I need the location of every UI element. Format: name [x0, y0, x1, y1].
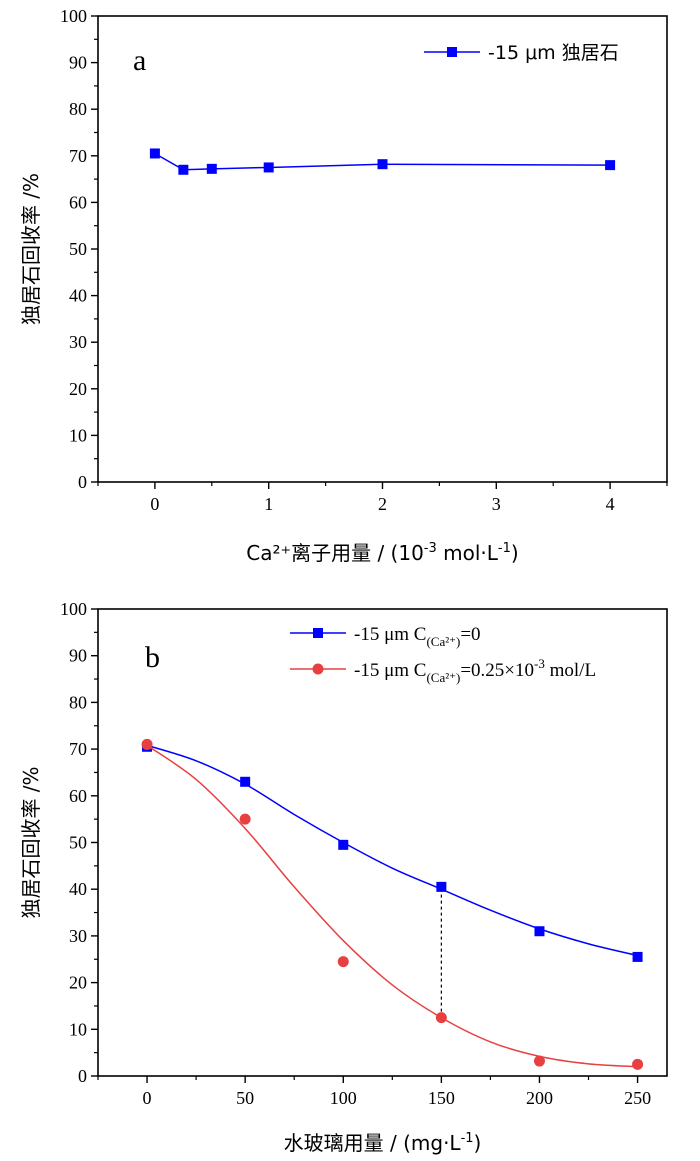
legend-marker: [447, 47, 457, 57]
data-point: [632, 951, 643, 962]
y-tick-label: 60: [69, 192, 87, 212]
data-point: [534, 926, 545, 937]
x-axis-label: Ca²⁺离子用量 / (10-3 mol·L-1): [246, 541, 518, 565]
y-tick-label: 80: [69, 692, 87, 712]
y-tick-label: 10: [69, 425, 87, 445]
y-tick-label: 100: [60, 6, 87, 26]
y-tick-label: 60: [69, 786, 87, 806]
x-tick-label: 3: [492, 494, 501, 514]
panel-b-chart: 0 10 20 30 40 50 60 70 80 90 100 0 50 100 150 200 250 独居石…: [19, 599, 668, 1155]
x-tick-label: 2: [378, 494, 387, 514]
x-tick-label: 100: [330, 1088, 357, 1108]
y-tick-label: 90: [69, 53, 87, 73]
data-point: [632, 1058, 644, 1070]
x-axis-label: 水玻璃用量 / (mg·L-1): [284, 1131, 482, 1155]
y-tick-label: 70: [69, 146, 87, 166]
data-point: [377, 159, 388, 170]
y-tick-label: 0: [78, 1066, 87, 1086]
panel-label: b: [145, 641, 160, 674]
y-tick-label: 70: [69, 739, 87, 759]
data-point: [178, 164, 189, 175]
y-tick-label: 90: [69, 646, 87, 666]
y-tick-label: 0: [78, 472, 87, 492]
data-point: [240, 776, 251, 787]
data-point: [338, 839, 349, 850]
x-tick-label: 0: [150, 494, 159, 514]
x-tick-label: 200: [526, 1088, 553, 1108]
y-tick-label: 10: [69, 1019, 87, 1039]
data-point: [435, 1012, 447, 1024]
y-tick-label: 30: [69, 926, 87, 946]
x-tick-label: 0: [143, 1088, 152, 1108]
y-tick-label: 50: [69, 239, 87, 259]
y-tick-label: 30: [69, 332, 87, 352]
plot-frame: [97, 15, 668, 483]
legend-label: -15 μm 独居石: [488, 42, 619, 64]
series-2: -15 μm C(Ca²⁺)=0.25×10-3 mol/L: [141, 656, 644, 1070]
data-point: [206, 163, 217, 174]
x-tick-label: 50: [236, 1088, 254, 1108]
x-tick-label: 250: [624, 1088, 651, 1108]
data-point: [605, 160, 616, 171]
panel-label: a: [133, 44, 146, 77]
y-tick-label: 20: [69, 973, 87, 993]
data-point: [436, 881, 447, 892]
data-point: [149, 148, 160, 159]
y-tick-label: 50: [69, 833, 87, 853]
y-tick-label: 100: [60, 599, 87, 619]
data-point: [239, 813, 251, 825]
legend-label: -15 μm C(Ca²⁺)=0: [354, 624, 481, 649]
data-point: [263, 162, 274, 173]
x-tick-label: 150: [428, 1088, 455, 1108]
data-point: [141, 738, 153, 750]
x-tick-label: 1: [264, 494, 273, 514]
y-axis-label: 独居石回收率 /%: [19, 173, 43, 325]
legend-marker: [313, 628, 323, 638]
series-1: -15 μm 独居石: [149, 42, 619, 175]
series-line: [146, 744, 638, 1068]
series-1: -15 μm C(Ca²⁺)=0: [142, 624, 643, 962]
panel-a-chart: 0 10 20 30 40 50 60 70 80 90 100 0 1 2 3 4 独居石回收率 /% Ca²⁺…: [19, 6, 668, 565]
legend-label: -15 μm C(Ca²⁺)=0.25×10-3 mol/L: [354, 656, 596, 685]
x-tick-label: 4: [606, 494, 615, 514]
y-tick-label: 40: [69, 286, 87, 306]
y-tick-label: 40: [69, 879, 87, 899]
data-point: [533, 1055, 545, 1067]
series-line: [146, 744, 638, 957]
y-tick-label: 80: [69, 99, 87, 119]
y-axis-label: 独居石回收率 /%: [19, 766, 43, 918]
data-point: [337, 956, 349, 968]
legend-marker: [312, 663, 324, 675]
y-tick-label: 20: [69, 379, 87, 399]
